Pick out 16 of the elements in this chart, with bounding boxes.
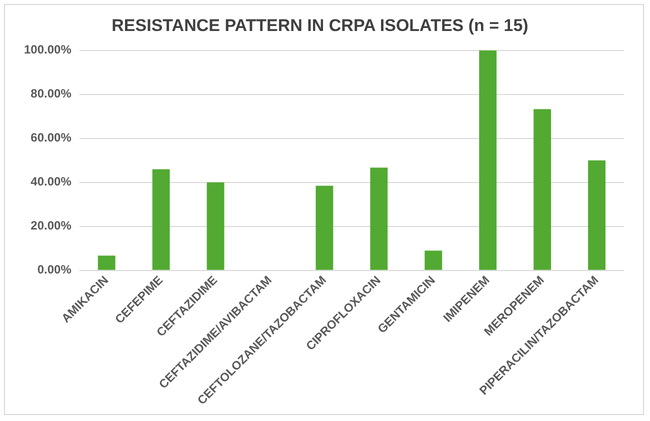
bar xyxy=(588,160,606,270)
bar xyxy=(424,250,442,270)
bar xyxy=(98,256,116,270)
bar xyxy=(370,168,388,270)
y-tick-label: 20.00% xyxy=(30,218,72,233)
bar xyxy=(206,182,224,270)
y-tick-label: 100.00% xyxy=(24,42,72,57)
bar xyxy=(534,109,552,270)
bar xyxy=(479,50,497,270)
y-tick-label: 80.00% xyxy=(30,86,72,101)
bar xyxy=(316,186,334,270)
bar xyxy=(152,169,170,270)
y-tick-label: 40.00% xyxy=(30,174,72,189)
y-tick-label: 60.00% xyxy=(30,130,72,145)
chart-title: RESISTANCE PATTERN IN CRPA ISOLATES (n = 15) xyxy=(112,16,528,35)
y-tick-label: 0.00% xyxy=(37,262,72,277)
